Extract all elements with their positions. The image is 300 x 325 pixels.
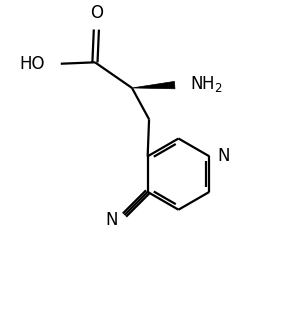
Text: N: N <box>106 211 118 229</box>
Polygon shape <box>132 81 175 89</box>
Text: O: O <box>90 5 103 22</box>
Text: NH$_2$: NH$_2$ <box>190 74 223 94</box>
Text: HO: HO <box>20 55 45 73</box>
Text: N: N <box>217 147 230 165</box>
